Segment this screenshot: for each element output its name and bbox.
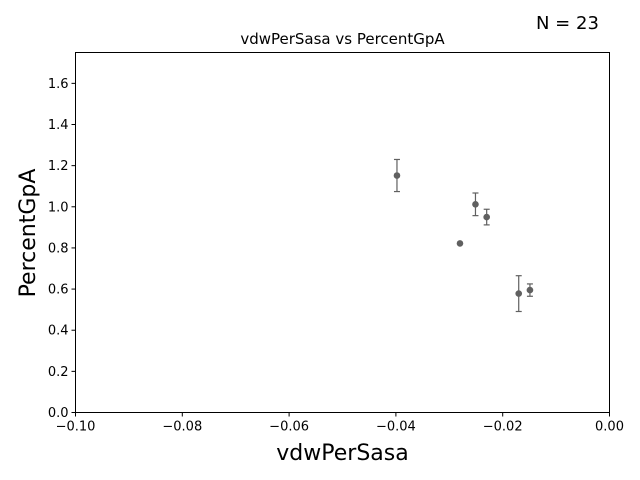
y-tick-label: 0.2 bbox=[48, 365, 69, 380]
y-tick-label: 0.6 bbox=[48, 283, 69, 298]
y-tick-label: 1.4 bbox=[48, 118, 69, 133]
data-point bbox=[472, 201, 479, 208]
x-tick-label: 0.00 bbox=[595, 420, 624, 435]
plot-area bbox=[75, 52, 610, 413]
data-series bbox=[393, 158, 534, 313]
x-tick-label: −0.02 bbox=[483, 420, 523, 435]
data-point bbox=[483, 213, 490, 221]
data-point bbox=[393, 172, 401, 179]
data-point bbox=[526, 286, 534, 294]
y-tick-label: 0.0 bbox=[48, 406, 69, 421]
chart-title: vdwPerSasa vs PercentGpA bbox=[240, 30, 445, 48]
sample-count: N = 23 bbox=[536, 13, 599, 34]
x-tick-label: −0.08 bbox=[162, 420, 202, 435]
x-tick-label: −0.04 bbox=[376, 420, 416, 435]
y-tick-label: 1.2 bbox=[48, 159, 69, 174]
y-tick-label: 1.6 bbox=[48, 77, 69, 92]
x-tick-label: −0.06 bbox=[269, 420, 309, 435]
y-tick-label: 0.4 bbox=[48, 324, 69, 339]
y-tick-label: 1.0 bbox=[48, 200, 69, 215]
y-axis-label: PercentGpA bbox=[16, 169, 41, 298]
y-axis: 0.0 0.2 0.4 0.6 0.8 1.0 1.2 1.4 1.6 bbox=[48, 77, 76, 421]
y-tick-label: 0.8 bbox=[48, 241, 69, 256]
x-axis: −0.10 −0.08 −0.06 −0.04 −0.02 0.00 bbox=[56, 412, 624, 435]
data-point bbox=[456, 240, 464, 247]
data-point bbox=[515, 290, 523, 297]
x-tick-label: −0.10 bbox=[56, 420, 96, 435]
x-axis-label: vdwPerSasa bbox=[276, 441, 408, 466]
